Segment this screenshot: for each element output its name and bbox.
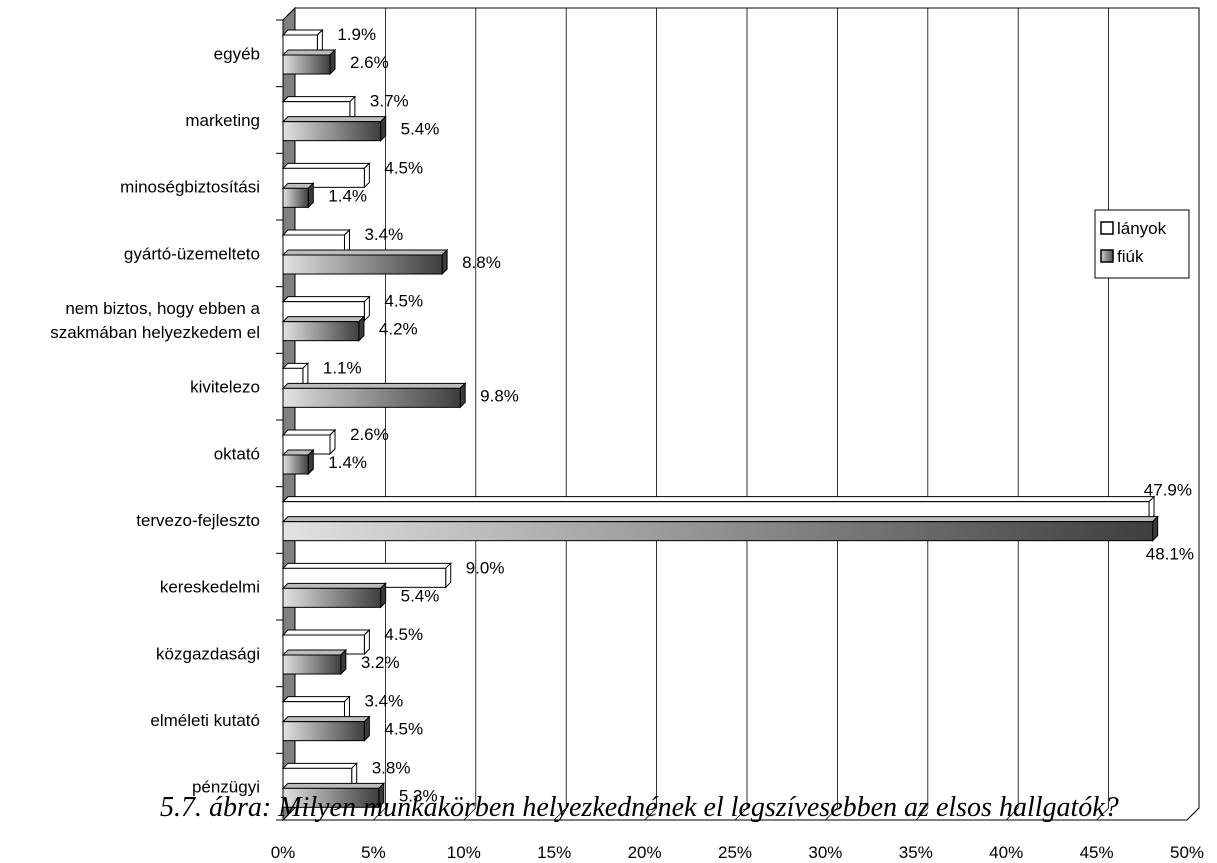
legend-label-fiuk: fiúk: [1117, 247, 1144, 266]
data-label-lanyok: 3.8%: [372, 758, 411, 777]
x-tick-label: 15%: [537, 843, 571, 862]
data-label-fiuk: 9.8%: [480, 386, 519, 405]
data-label-lanyok: 3.4%: [364, 692, 403, 711]
bar-fiuk: [281, 115, 387, 142]
x-tick-label: 0%: [271, 843, 296, 862]
data-label-lanyok: 2.6%: [350, 425, 389, 444]
category-label: közgazdasági: [156, 644, 260, 663]
floor-gridline: [1005, 807, 1019, 821]
floor-gridline: [915, 807, 929, 821]
floor-gridline: [644, 807, 657, 821]
data-label-lanyok: 4.5%: [384, 158, 423, 177]
x-tick-label: 45%: [1080, 843, 1114, 862]
bar-lanyok: [281, 228, 351, 256]
bar-lanyok: [281, 95, 357, 122]
x-tick-label: 25%: [718, 843, 752, 862]
data-label-fiuk: 1.4%: [328, 186, 367, 205]
data-label-lanyok: 9.0%: [466, 558, 505, 577]
category-label: kivitelezo: [190, 378, 260, 397]
bar-fiuk: [281, 48, 337, 76]
bar-lanyok: [281, 495, 1156, 522]
bar-fiuk: [281, 448, 315, 476]
floor-gridline: [463, 807, 477, 821]
floor-gridline: [373, 807, 386, 821]
data-label-lanyok: 1.1%: [323, 358, 362, 377]
x-tick-label: 35%: [899, 843, 933, 862]
data-label-fiuk: 5.3%: [399, 786, 438, 805]
category-label: tervezo-fejleszto: [136, 511, 260, 530]
bar-lanyok: [281, 562, 452, 589]
data-label-fiuk: 48.1%: [1146, 545, 1194, 564]
bar-lanyok: [281, 695, 351, 722]
category-label: marketing: [185, 111, 260, 130]
data-label-fiuk: 5.4%: [401, 120, 440, 139]
data-label-fiuk: 5.4%: [401, 586, 440, 605]
category-label: pénzügyi: [192, 778, 260, 797]
legend-swatch-fiuk: [1100, 249, 1114, 263]
bar-fiuk: [281, 515, 1159, 542]
x-tick-label: 50%: [1170, 843, 1204, 862]
bar-lanyok: [281, 428, 337, 456]
data-label-fiuk: 3.2%: [361, 653, 400, 672]
legend-label-lanyok: lányok: [1117, 219, 1167, 238]
data-label-fiuk: 4.2%: [379, 320, 418, 339]
floor-gridline: [1096, 807, 1109, 821]
data-label-fiuk: 2.6%: [350, 53, 389, 72]
bar-lanyok: [281, 28, 324, 56]
x-tick-label: 10%: [447, 843, 481, 862]
x-tick-label: 20%: [628, 843, 662, 862]
legend: lányok fiúk: [1094, 209, 1190, 279]
floor-gridline: [734, 807, 748, 821]
floor-gridline: [825, 807, 838, 821]
floor-gridline: [1186, 807, 1200, 821]
x-tick-label: 30%: [808, 843, 842, 862]
bar-fiuk: [281, 182, 315, 209]
bar-fiuk: [281, 715, 371, 742]
bar-lanyok: [281, 295, 371, 322]
category-label: egyéb: [214, 44, 260, 63]
x-tick-label: 40%: [989, 843, 1023, 862]
plot-area: 0% 5% 10% 15% 20% 25% 30% 35% 40% 45% 50% egyéb mark…: [50, 6, 1204, 862]
bar-lanyok: [281, 162, 371, 189]
bar-fiuk: [281, 648, 348, 676]
bar-fiuk: [281, 315, 366, 342]
category-label: nem biztos, hogy ebben a szakmában helyez…: [50, 299, 260, 342]
chart-marks: 1.9% 2.6% 3.7% 5.4% 4.5% 1.4% 3.4% 8.8% 4.5% 4.2%…: [281, 25, 1194, 809]
bar-lanyok: [281, 628, 371, 656]
legend-swatch-lanyok: [1100, 221, 1114, 235]
bar-lanyok: [281, 362, 310, 389]
x-tick-label: 5%: [361, 843, 386, 862]
data-label-fiuk: 1.4%: [328, 453, 367, 472]
category-label: kereskedelmi: [160, 578, 260, 597]
bar-fiuk: [281, 582, 387, 609]
data-label-lanyok: 4.5%: [384, 292, 423, 311]
category-label: minoségbiztosítási: [120, 178, 260, 197]
floor-gridline: [553, 807, 567, 821]
category-label: gyártó-üzemelteto: [124, 244, 260, 263]
data-label-lanyok: 3.4%: [364, 225, 403, 244]
bar-fiuk: [281, 782, 386, 809]
data-label-fiuk: 4.5%: [384, 720, 423, 739]
data-label-lanyok: 47.9%: [1144, 481, 1192, 500]
bar-fiuk: [281, 382, 467, 409]
figure-caption: 5.7. ábra: Milyen munkakörben helyezkedn…: [160, 792, 1119, 823]
bar-fiuk: [281, 248, 449, 276]
data-label-lanyok: 4.5%: [384, 625, 423, 644]
data-label-lanyok: 3.7%: [370, 92, 409, 111]
data-label-fiuk: 8.8%: [462, 253, 501, 272]
category-label: oktató: [214, 444, 260, 463]
data-label-lanyok: 1.9%: [337, 25, 376, 44]
category-label: elméleti kutató: [150, 711, 260, 730]
